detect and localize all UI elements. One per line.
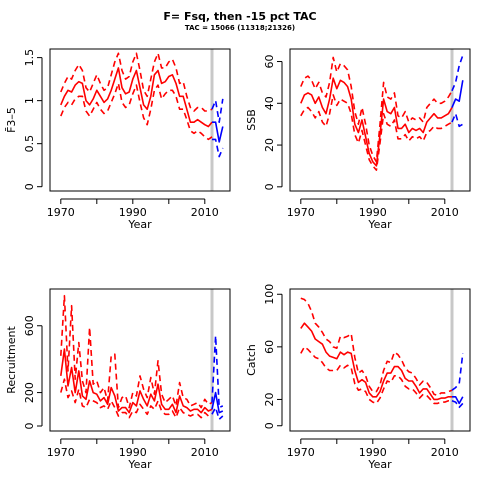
x-tick-label: 2010 xyxy=(191,206,219,219)
x-axis-label: Year xyxy=(127,458,152,471)
y-tick-label: 20 xyxy=(263,138,276,152)
projection-median-line xyxy=(451,80,464,108)
y-tick-label: 0 xyxy=(263,422,276,429)
y-tick-label: 20 xyxy=(263,392,276,406)
history-lower-line xyxy=(60,378,213,419)
chart-subtitle: TAC = 15066 (11318;21326) xyxy=(184,24,296,32)
y-tick-label: 600 xyxy=(23,315,36,336)
y-tick-label: 100 xyxy=(263,284,276,305)
projection-upper-line xyxy=(451,55,464,92)
history-median-line xyxy=(300,322,452,401)
ssb-panel: 1970 1990 2010 Year 0 20 40 60 SSB xyxy=(245,48,471,231)
y-tick-label: 0 xyxy=(23,183,36,190)
history-lower-line xyxy=(300,346,452,405)
y-axis-label: SSB xyxy=(245,109,258,131)
history-lower-line xyxy=(300,94,453,171)
plot-frame xyxy=(289,48,471,192)
history-median-line xyxy=(60,67,213,128)
y-axis-label: Recruitment xyxy=(5,326,18,394)
projection-lower-line xyxy=(451,112,464,128)
x-tick-label: 1990 xyxy=(359,446,387,459)
plot-frame xyxy=(49,48,231,192)
x-tick-label: 1970 xyxy=(287,446,315,459)
history-upper-line xyxy=(300,297,453,397)
projection-upper-line xyxy=(211,98,224,123)
x-axis-label: Year xyxy=(367,218,392,231)
y-tick-label: 0 xyxy=(23,422,36,429)
x-tick-label: 1970 xyxy=(47,206,75,219)
x-axis-label: Year xyxy=(127,218,152,231)
projection-median-line xyxy=(452,395,464,405)
projection-lower-line xyxy=(212,138,224,158)
x-tick-label: 1970 xyxy=(47,446,75,459)
projection-median-line xyxy=(211,391,224,414)
y-tick-label: 200 xyxy=(23,382,36,403)
history-upper-line xyxy=(300,56,453,163)
catch-panel: 1970 1990 2010 Year 0 20 60 100 Catch xyxy=(245,284,471,471)
y-tick-label: 0 xyxy=(263,183,276,190)
plot-frame xyxy=(49,288,231,432)
x-tick-label: 1990 xyxy=(119,446,147,459)
history-median-line xyxy=(300,77,453,167)
x-tick-label: 1990 xyxy=(359,206,387,219)
plot-frame xyxy=(289,288,471,432)
projection-upper-line xyxy=(451,353,464,391)
y-tick-label: 1 xyxy=(23,97,36,104)
history-median-line xyxy=(60,348,213,414)
x-tick-label: 1990 xyxy=(119,206,147,219)
y-tick-label: 0.5 xyxy=(23,135,36,153)
y-axis-label: F̄3–5 xyxy=(5,107,18,133)
y-tick-label: 40 xyxy=(263,96,276,110)
x-axis-label: Year xyxy=(367,458,392,471)
x-tick-label: 2010 xyxy=(431,446,459,459)
y-tick-label: 60 xyxy=(263,55,276,69)
recruitment-panel: 1970 1990 2010 Year 0 200 600 Recruitment xyxy=(5,288,231,471)
x-tick-label: 2010 xyxy=(191,446,219,459)
projection-lower-line xyxy=(451,400,464,409)
y-axis-label: Catch xyxy=(245,344,258,376)
history-upper-line xyxy=(60,52,213,112)
projection-lower-line xyxy=(211,406,224,421)
projection-median-line xyxy=(212,121,224,143)
f-panel: 1970 1990 2010 Year 0 0.5 1 1.5 F̄3–5 xyxy=(5,48,231,231)
y-tick-label: 1.5 xyxy=(23,49,36,67)
history-lower-line xyxy=(60,82,213,141)
x-tick-label: 2010 xyxy=(431,206,459,219)
chart-title: F= Fsq, then -15 pct TAC xyxy=(163,10,317,23)
x-tick-label: 1970 xyxy=(287,206,315,219)
history-upper-line xyxy=(60,294,213,409)
y-tick-label: 60 xyxy=(263,340,276,354)
projection-upper-line xyxy=(211,334,224,409)
